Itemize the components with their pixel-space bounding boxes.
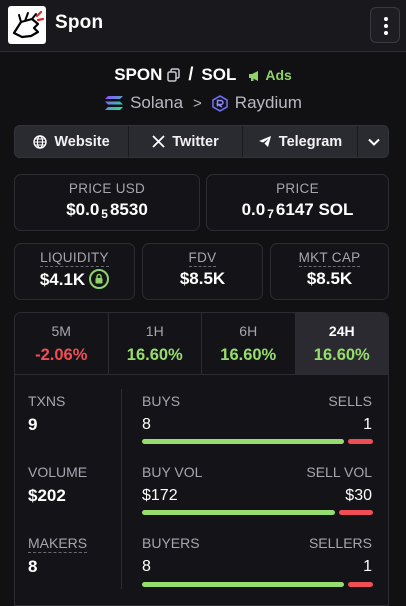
txns-label: TXNS	[28, 393, 66, 409]
buyers-value: 8	[142, 558, 151, 575]
sells-label: SELLS	[328, 393, 372, 409]
chain-name[interactable]: Solana	[130, 93, 184, 112]
volume-label: VOLUME	[28, 464, 88, 480]
sell-vol-label: SELL VOL	[306, 464, 372, 480]
tab-1h-change: 16.60%	[126, 346, 183, 364]
fdv-card: FDV $8.5K	[142, 243, 263, 300]
buyers-bar	[142, 582, 344, 587]
mkt-cap-value: $8.5K	[306, 269, 353, 288]
tab-1h[interactable]: 1H 16.60%	[108, 313, 202, 374]
buy-vol-label: BUY VOL	[142, 464, 203, 480]
tab-5m-label: 5M	[51, 323, 71, 339]
tab-24h-change: 16.60%	[313, 346, 370, 364]
sellers-label: SELLERS	[308, 535, 372, 551]
lock-icon[interactable]	[89, 269, 110, 289]
globe-icon	[33, 134, 48, 149]
more-links-button[interactable]	[358, 126, 388, 157]
chevron-right-icon: >	[193, 94, 202, 112]
tab-5m-change: -2.06%	[35, 346, 88, 364]
fdv-value: $8.5K	[179, 269, 226, 288]
telegram-label: Telegram	[278, 133, 343, 150]
price-sol-value: 0.0 7 6147 SOL	[241, 200, 354, 221]
price-usd-label: PRICE USD	[68, 181, 146, 196]
makers-label[interactable]: MAKERS	[28, 535, 88, 553]
tab-6h[interactable]: 6H 16.60%	[202, 313, 296, 374]
price-usd-card: PRICE USD $0.0 5 8530	[14, 174, 200, 231]
social-links-bar: Website Twitter Telegram	[14, 125, 389, 158]
transaction-stats: TXNS 9 VOLUME $202 MAKERS 8 BUYS SELLS 8…	[14, 375, 389, 606]
raydium-icon	[211, 94, 228, 112]
volume-value: $202	[28, 486, 66, 505]
buys-value: 8	[142, 416, 151, 433]
tab-1h-label: 1H	[145, 323, 164, 339]
sells-value: 1	[363, 416, 372, 433]
stats-divider	[121, 389, 122, 589]
chevron-down-icon	[368, 138, 380, 146]
sell-vol-bar	[339, 510, 373, 515]
tab-6h-change: 16.60%	[220, 346, 277, 364]
sell-vol-value: $30	[345, 487, 372, 504]
price-sol-label: PRICE	[276, 181, 319, 196]
pair-base-symbol: SPON	[114, 64, 163, 84]
ads-label: Ads	[265, 66, 292, 83]
liquidity-label[interactable]: LIQUIDITY	[40, 250, 109, 267]
mkt-cap-label[interactable]: MKT CAP	[298, 250, 361, 267]
telegram-icon	[258, 136, 271, 147]
dex-name[interactable]: Raydium	[234, 93, 302, 112]
liquidity-card: LIQUIDITY $4.1K	[14, 243, 135, 300]
sellers-bar	[348, 582, 373, 587]
token-logo	[8, 6, 46, 44]
fdv-label[interactable]: FDV	[188, 250, 217, 267]
chain-info: Solana > Raydium	[0, 93, 406, 115]
pair-slash: /	[188, 64, 194, 84]
sells-bar	[348, 439, 373, 444]
solana-icon	[104, 95, 124, 111]
pair-quote-symbol: SOL	[201, 64, 237, 84]
price-usd-value: $0.0 5 8530	[66, 200, 148, 221]
app-title: Spon	[55, 12, 104, 33]
price-sol-card: PRICE 0.0 7 6147 SOL	[206, 174, 389, 231]
mkt-cap-card: MKT CAP $8.5K	[270, 243, 389, 300]
timeframe-tabs: 5M -2.06% 1H 16.60% 6H 16.60% 24H 16.60%	[14, 312, 389, 375]
tab-5m[interactable]: 5M -2.06%	[15, 313, 109, 374]
tab-6h-label: 6H	[239, 323, 258, 339]
buy-vol-bar	[142, 510, 335, 515]
telegram-button[interactable]: Telegram	[243, 126, 358, 157]
pair-header: SPON / SOL Ads	[0, 64, 406, 88]
tab-24h-label: 24H	[328, 323, 355, 339]
buys-bar	[142, 439, 344, 444]
top-bar: Spon	[0, 0, 406, 52]
website-button[interactable]: Website	[15, 126, 129, 157]
ads-link[interactable]: Ads	[248, 66, 292, 83]
sellers-value: 1	[363, 558, 372, 575]
liquidity-value: $4.1K	[15, 269, 134, 290]
website-label: Website	[54, 133, 110, 150]
twitter-button[interactable]: Twitter	[129, 126, 243, 157]
megaphone-icon	[249, 70, 259, 81]
txns-value: 9	[28, 415, 38, 434]
buy-vol-value: $172	[142, 487, 178, 504]
makers-value: 8	[28, 557, 38, 576]
tab-24h[interactable]: 24H 16.60%	[295, 313, 388, 374]
twitter-label: Twitter	[172, 133, 219, 150]
x-icon	[152, 135, 165, 148]
buyers-label: BUYERS	[142, 535, 200, 551]
buys-label: BUYS	[142, 393, 181, 409]
more-options-button[interactable]	[370, 7, 400, 43]
copy-icon[interactable]	[167, 67, 181, 82]
